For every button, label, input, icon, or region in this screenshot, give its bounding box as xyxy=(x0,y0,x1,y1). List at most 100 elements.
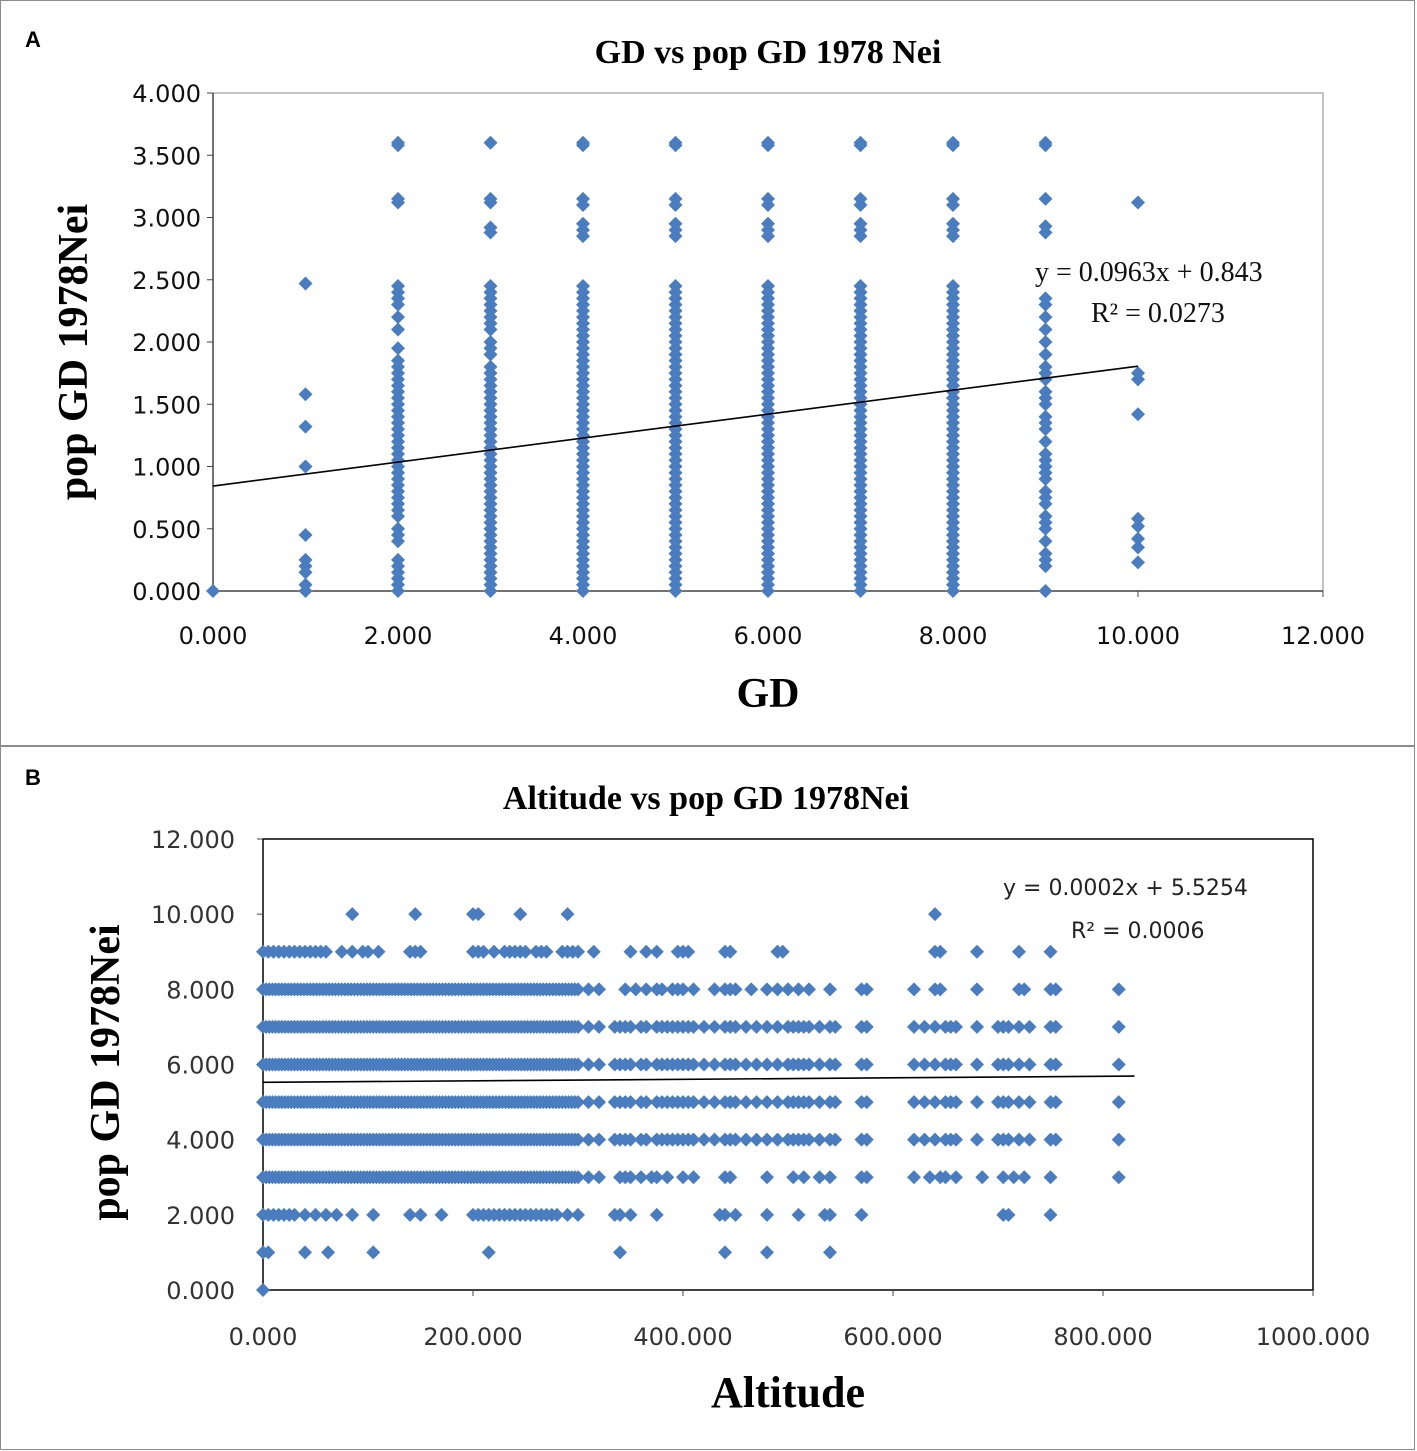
data-point xyxy=(823,1170,837,1185)
data-point xyxy=(639,982,654,997)
data-point xyxy=(1022,1057,1037,1072)
data-point xyxy=(917,1095,932,1110)
data-point xyxy=(791,1207,806,1222)
y-tick-label: 4.000 xyxy=(132,80,201,108)
data-point xyxy=(854,1207,869,1222)
data-point xyxy=(697,1095,711,1110)
data-point xyxy=(761,216,775,231)
x-tick-label: 200.000 xyxy=(423,1323,522,1351)
y-tick-label: 0.000 xyxy=(166,1277,235,1305)
data-point xyxy=(933,944,948,959)
data-point xyxy=(749,1132,764,1147)
data-point xyxy=(1001,1019,1016,1034)
data-point xyxy=(802,1057,816,1072)
data-point xyxy=(471,907,486,922)
data-point xyxy=(298,459,313,474)
data-point xyxy=(723,944,738,959)
data-point xyxy=(550,1207,564,1222)
data-point xyxy=(1001,1057,1016,1072)
data-point xyxy=(481,1245,496,1260)
data-point xyxy=(391,322,405,337)
data-point xyxy=(760,1170,774,1185)
data-point xyxy=(391,191,405,206)
data-point xyxy=(728,1057,743,1072)
data-point xyxy=(483,135,498,150)
r-squared: R² = 0.0273 xyxy=(1091,298,1225,329)
data-point xyxy=(718,1245,732,1260)
data-point xyxy=(1038,359,1053,374)
data-point xyxy=(928,907,942,922)
data-point xyxy=(639,1019,654,1034)
x-tick-label: 2.000 xyxy=(364,622,433,650)
data-point xyxy=(319,1207,333,1222)
data-point xyxy=(676,982,690,997)
data-point xyxy=(581,1132,596,1147)
y-axis-title: pop GD 1978Nei xyxy=(83,924,129,1221)
data-point xyxy=(1048,982,1063,997)
data-point xyxy=(744,982,759,997)
data-point xyxy=(319,944,333,959)
data-point xyxy=(1131,540,1145,555)
data-point xyxy=(1038,534,1053,549)
y-tick-label: 2.000 xyxy=(166,1202,235,1230)
data-point xyxy=(853,191,868,206)
data-point xyxy=(513,907,528,922)
chart-title: Altitude vs pop GD 1978Nei xyxy=(503,780,909,817)
data-point xyxy=(361,944,375,959)
data-point xyxy=(749,1019,764,1034)
data-point xyxy=(1131,511,1145,526)
data-point xyxy=(970,982,984,997)
data-point xyxy=(256,1283,270,1297)
data-point xyxy=(761,278,775,293)
data-point xyxy=(576,191,590,206)
data-point xyxy=(581,1057,596,1072)
y-tick-label: 0.500 xyxy=(132,516,201,544)
data-point xyxy=(686,1170,701,1185)
data-point xyxy=(571,1057,585,1072)
data-point xyxy=(655,982,669,997)
data-point xyxy=(298,577,313,592)
x-axis-title: GD xyxy=(737,671,800,717)
data-point xyxy=(707,1095,722,1110)
data-point xyxy=(970,1057,984,1072)
data-point xyxy=(728,1132,743,1147)
data-point xyxy=(1111,1019,1126,1034)
data-point xyxy=(1022,1019,1037,1034)
data-point xyxy=(728,1019,743,1034)
data-point xyxy=(728,1095,743,1110)
data-point xyxy=(859,982,874,997)
data-point xyxy=(308,1207,323,1222)
data-point xyxy=(686,1057,701,1072)
data-point xyxy=(760,1207,774,1222)
data-point xyxy=(859,1095,874,1110)
data-point xyxy=(786,1170,801,1185)
data-point xyxy=(571,1095,585,1110)
data-point xyxy=(1111,1095,1126,1110)
y-tick-label: 1.500 xyxy=(132,391,201,419)
data-point xyxy=(483,335,498,349)
data-point xyxy=(1038,434,1053,449)
data-point xyxy=(791,982,806,997)
data-point xyxy=(1131,195,1145,210)
data-point xyxy=(823,982,837,997)
data-point xyxy=(571,982,585,997)
data-point xyxy=(739,1132,753,1147)
data-point xyxy=(408,907,423,922)
data-point xyxy=(518,944,533,959)
data-point xyxy=(949,1170,963,1185)
data-point xyxy=(623,944,638,959)
data-point xyxy=(391,341,405,356)
data-point xyxy=(1038,322,1053,337)
data-point xyxy=(1048,1019,1063,1034)
data-point xyxy=(618,982,633,997)
data-point xyxy=(334,944,349,959)
data-point xyxy=(812,1019,827,1034)
data-point xyxy=(329,1207,344,1222)
data-point xyxy=(1111,1057,1126,1072)
data-point xyxy=(812,1095,827,1110)
data-point xyxy=(928,1019,942,1034)
data-point xyxy=(660,1170,675,1185)
data-point xyxy=(298,527,313,542)
data-point xyxy=(1131,555,1145,570)
data-point xyxy=(1038,447,1053,462)
